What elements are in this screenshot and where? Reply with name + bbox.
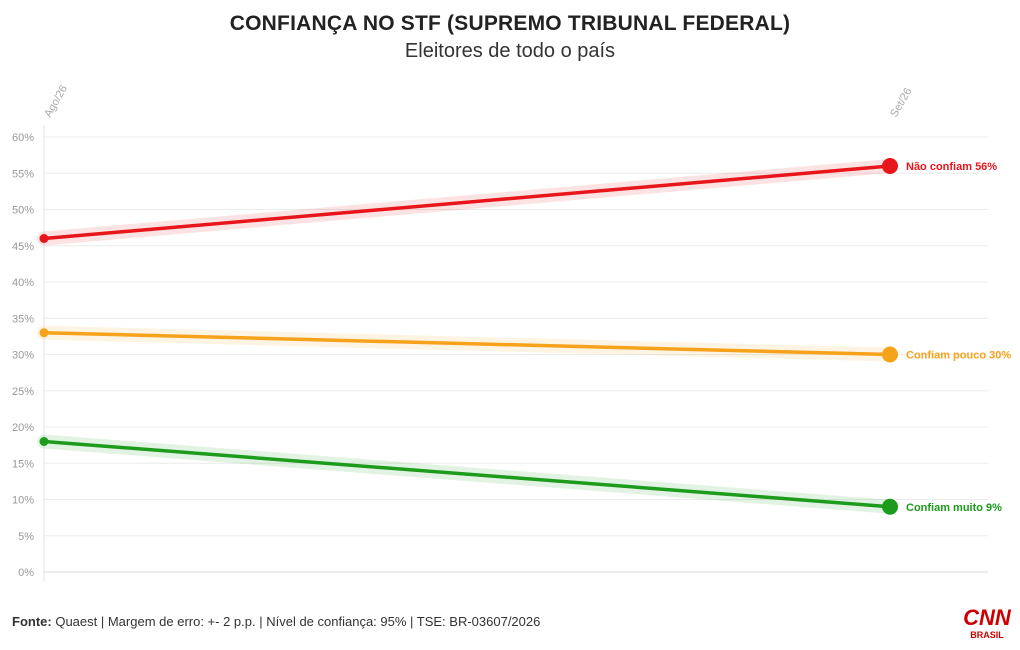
y-tick-label: 15% bbox=[12, 458, 34, 470]
start-point bbox=[39, 328, 49, 338]
y-tick-label: 5% bbox=[18, 531, 34, 543]
end-point bbox=[882, 158, 898, 174]
source-text: Quaest | Margem de erro: +- 2 p.p. | Nív… bbox=[55, 614, 541, 629]
y-tick-label: 55% bbox=[12, 168, 34, 180]
source-note: Fonte: Quaest | Margem de erro: +- 2 p.p… bbox=[12, 614, 540, 629]
logo-sub: BRASIL bbox=[970, 630, 1004, 640]
y-tick-label: 10% bbox=[12, 495, 34, 507]
start-point bbox=[39, 234, 49, 243]
y-tick-label: 60% bbox=[12, 132, 34, 144]
y-tick-label: 45% bbox=[12, 241, 34, 253]
start-point bbox=[39, 437, 49, 446]
logo-brand: CNN bbox=[963, 605, 1012, 630]
source-label: Fonte: bbox=[12, 614, 52, 629]
y-tick-label: 35% bbox=[12, 313, 34, 325]
y-tick-label: 30% bbox=[12, 350, 34, 362]
x-tick-label: Set/26 bbox=[888, 86, 914, 120]
y-tick-label: 25% bbox=[12, 386, 34, 398]
y-tick-label: 50% bbox=[12, 205, 34, 217]
cnn-brasil-logo: CNN BRASIL bbox=[963, 605, 1012, 640]
end-point bbox=[882, 498, 898, 515]
series-line bbox=[42, 439, 892, 509]
y-tick-label: 40% bbox=[12, 277, 34, 289]
series-line bbox=[42, 331, 892, 357]
end-label: Confiam muito 9% bbox=[906, 502, 1002, 514]
chart-title: CONFIANÇA NO STF (SUPREMO TRIBUNAL FEDER… bbox=[229, 12, 791, 35]
x-tick-label: Ago/26 bbox=[42, 83, 70, 119]
chart-subtitle: Eleitores de todo o país bbox=[404, 40, 616, 62]
end-label: Confiam pouco 30% bbox=[906, 350, 1011, 362]
y-tick-label: 0% bbox=[18, 567, 34, 579]
series-line bbox=[42, 164, 892, 241]
end-point bbox=[882, 346, 898, 363]
y-tick-label: 20% bbox=[12, 422, 34, 434]
end-label: Não confiam 56% bbox=[906, 161, 997, 173]
line-chart: 0% 5% 10% 15% 20% 25% 30% 35% 40% 45% 50% 55% 60% Ago… bbox=[12, 83, 1011, 582]
